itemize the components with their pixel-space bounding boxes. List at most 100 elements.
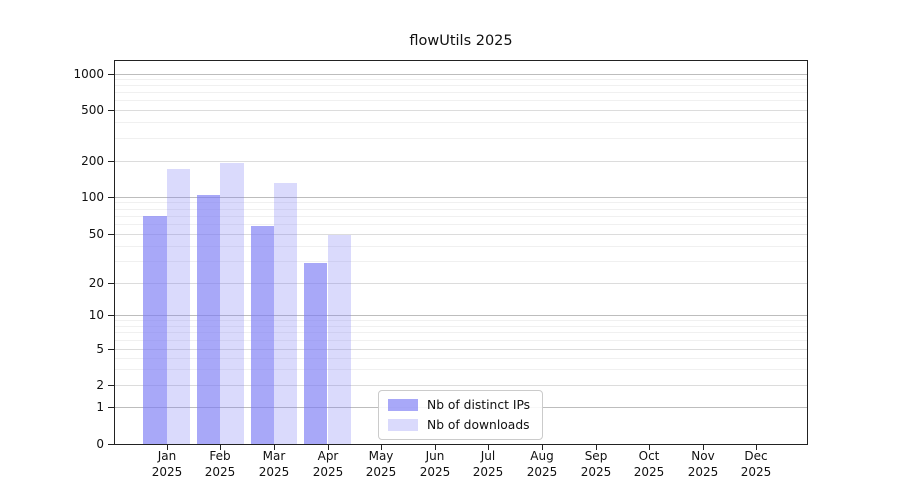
gridline-500: [115, 110, 807, 111]
ytick-label-1: 1: [96, 400, 104, 414]
bar-mar-downloads: [273, 182, 298, 444]
ytick-mark-1000: [108, 74, 114, 75]
xtick-label-jun: Jun 2025: [403, 449, 467, 480]
ytick-label-0: 0: [96, 437, 104, 451]
xtick-year-feb: 2025: [204, 464, 236, 479]
gridline-minor: [115, 224, 807, 225]
xtick-mark-mar: [274, 445, 275, 450]
ytick-mark-100: [108, 197, 114, 198]
xtick-year-oct: 2025: [633, 464, 665, 479]
gridline-minor: [115, 138, 807, 139]
gridline-200: [115, 161, 807, 162]
xtick-label-mar: Mar 2025: [242, 449, 306, 480]
xtick-mark-jun: [435, 445, 436, 450]
ytick-mark-1: [108, 407, 114, 408]
bar-mar-distinct-ips: [250, 226, 274, 444]
ytick-mark-5: [108, 349, 114, 350]
gridline-minor: [115, 202, 807, 203]
xtick-mark-apr: [328, 445, 329, 450]
xtick-year-dec: 2025: [740, 464, 772, 479]
gridline-20: [115, 283, 807, 284]
gridline-10: [115, 315, 807, 316]
ytick-label-500: 500: [81, 103, 104, 117]
gridline-minor: [115, 332, 807, 333]
legend-swatch-downloads: [388, 419, 418, 431]
bar-apr-downloads: [327, 235, 351, 444]
gridline-minor: [115, 261, 807, 262]
ytick-mark-20: [108, 283, 114, 284]
xtick-label-may: May 2025: [349, 449, 413, 480]
xtick-year-may: 2025: [365, 464, 397, 479]
xtick-year-apr: 2025: [312, 464, 344, 479]
xtick-year-sep: 2025: [580, 464, 612, 479]
bar-feb-downloads: [220, 163, 244, 444]
xtick-label-dec: Dec 2025: [724, 449, 788, 480]
gridline-2: [115, 385, 807, 386]
ytick-mark-2: [108, 385, 114, 386]
xtick-year-mar: 2025: [258, 464, 290, 479]
bar-jan-distinct-ips: [143, 215, 167, 444]
xtick-label-oct: Oct 2025: [617, 449, 681, 480]
gridline-minor: [115, 79, 807, 80]
ytick-label-20: 20: [88, 276, 104, 290]
legend-label-downloads: Nb of downloads: [427, 418, 530, 432]
xtick-mark-jan: [167, 445, 168, 450]
ytick-label-100: 100: [81, 190, 104, 204]
legend-swatch-distinct-ips: [388, 399, 418, 411]
bar-jan-downloads: [166, 169, 190, 444]
xtick-mark-dec: [756, 445, 757, 450]
xtick-label-feb: Feb 2025: [188, 449, 252, 480]
ytick-label-50: 50: [88, 227, 104, 241]
xtick-year-jan: 2025: [151, 464, 183, 479]
gridline-minor: [115, 320, 807, 321]
xtick-year-jun: 2025: [419, 464, 451, 479]
gridline-minor: [115, 369, 807, 370]
bar-feb-distinct-ips: [197, 194, 221, 444]
xtick-year-nov: 2025: [687, 464, 719, 479]
xtick-label-nov: Nov 2025: [671, 449, 735, 480]
gridline-1000: [115, 74, 807, 75]
xtick-mark-may: [381, 445, 382, 450]
xtick-label-jan: Jan 2025: [135, 449, 199, 480]
legend: Nb of distinct IPs Nb of downloads: [378, 390, 544, 440]
legend-item-downloads: Nb of downloads: [388, 418, 530, 432]
chart-title: flowUtils 2025: [409, 33, 513, 49]
gridline-minor: [115, 340, 807, 341]
ytick-mark-0: [108, 444, 114, 445]
bar-apr-distinct-ips: [304, 263, 328, 444]
xtick-mark-sep: [596, 445, 597, 450]
gridline-minor: [115, 209, 807, 210]
gridline-minor: [115, 358, 807, 359]
xtick-mark-nov: [703, 445, 704, 450]
gridline-minor: [115, 85, 807, 86]
xtick-year-aug: 2025: [526, 464, 558, 479]
gridline-minor: [115, 92, 807, 93]
ytick-mark-500: [108, 110, 114, 111]
ytick-label-200: 200: [81, 154, 104, 168]
ytick-mark-50: [108, 234, 114, 235]
xtick-label-sep: Sep 2025: [564, 449, 628, 480]
ytick-label-5: 5: [96, 342, 104, 356]
legend-item-distinct-ips: Nb of distinct IPs: [388, 398, 530, 412]
xtick-mark-aug: [542, 445, 543, 450]
ytick-mark-200: [108, 161, 114, 162]
gridline-minor: [115, 100, 807, 101]
ytick-mark-10: [108, 315, 114, 316]
ytick-label-2: 2: [96, 378, 104, 392]
gridline-5: [115, 349, 807, 350]
xtick-label-jul: Jul 2025: [456, 449, 520, 480]
xtick-mark-oct: [649, 445, 650, 450]
gridline-minor: [115, 122, 807, 123]
xtick-mark-jul: [488, 445, 489, 450]
gridline-50: [115, 234, 807, 235]
xtick-label-apr: Apr 2025: [296, 449, 360, 480]
ytick-label-1000: 1000: [73, 67, 104, 81]
gridline-minor: [115, 216, 807, 217]
xtick-label-aug: Aug 2025: [510, 449, 574, 480]
ytick-label-10: 10: [88, 308, 104, 322]
